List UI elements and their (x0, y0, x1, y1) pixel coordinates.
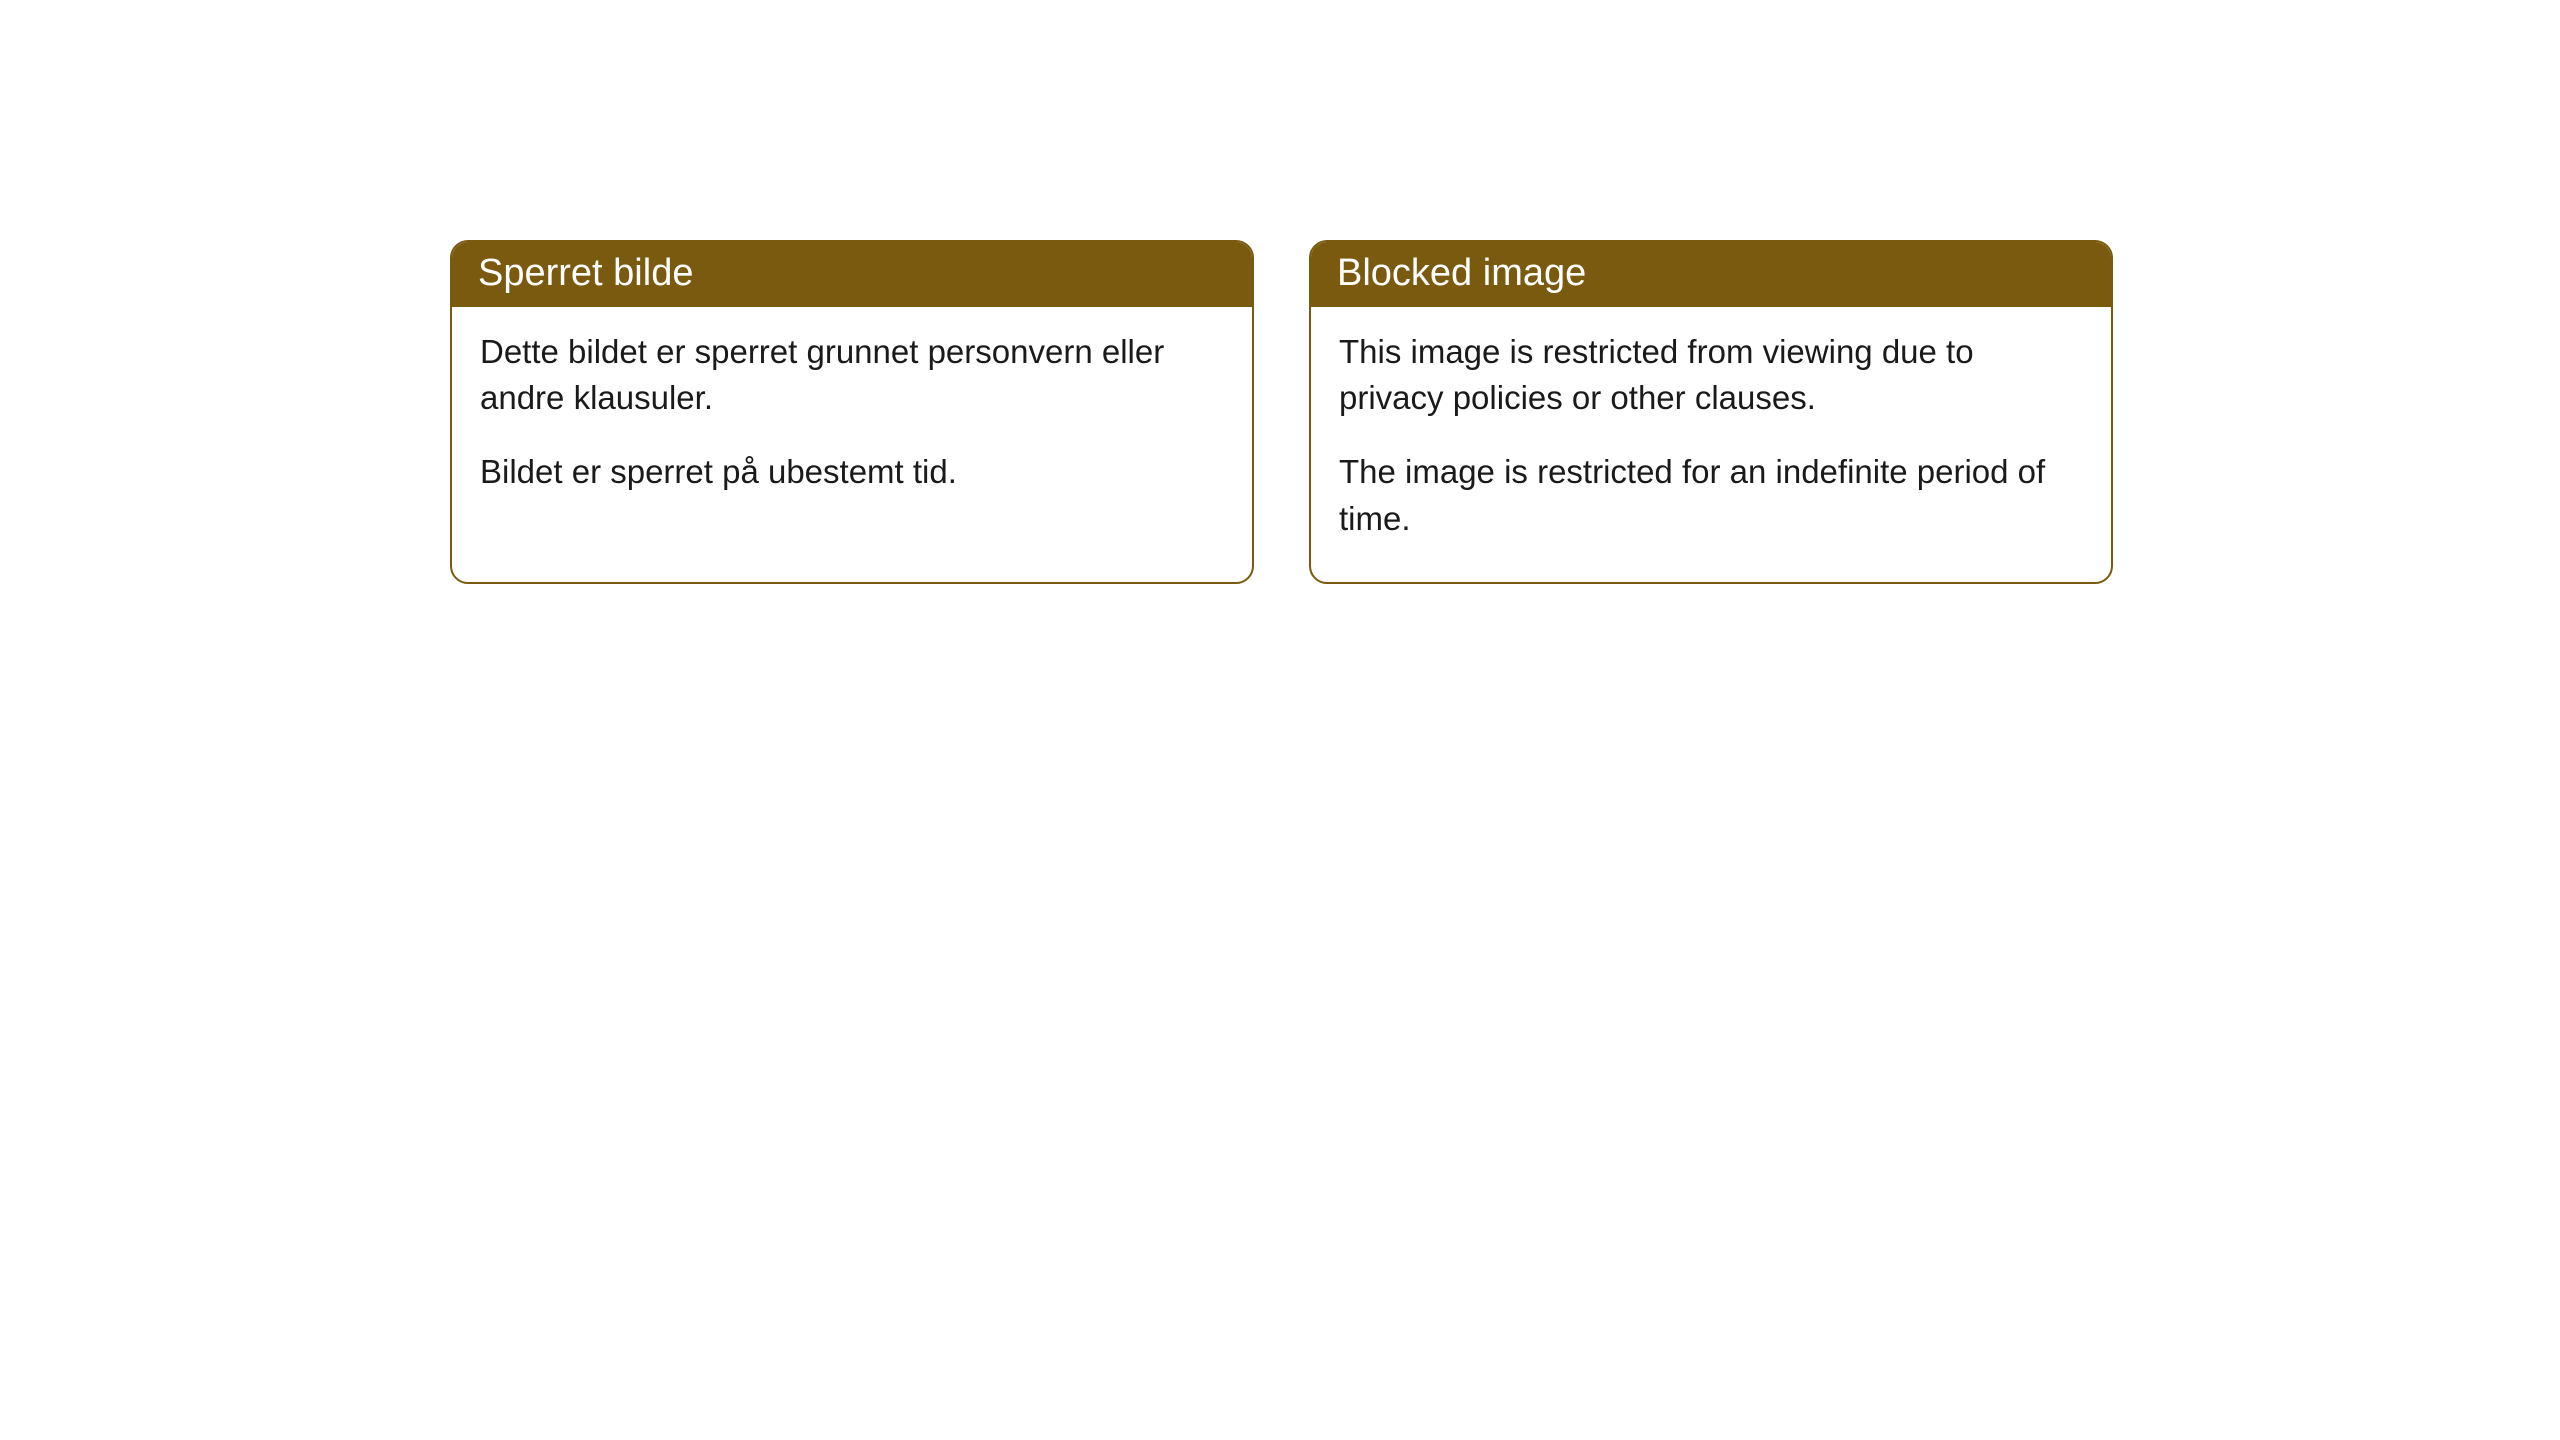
card-body-norwegian: Dette bildet er sperret grunnet personve… (452, 307, 1252, 536)
card-paragraph: This image is restricted from viewing du… (1339, 329, 2083, 421)
card-paragraph: The image is restricted for an indefinit… (1339, 449, 2083, 541)
card-paragraph: Bildet er sperret på ubestemt tid. (480, 449, 1224, 495)
card-body-english: This image is restricted from viewing du… (1311, 307, 2111, 582)
notice-cards-container: Sperret bilde Dette bildet er sperret gr… (450, 240, 2560, 584)
card-paragraph: Dette bildet er sperret grunnet personve… (480, 329, 1224, 421)
card-title-norwegian: Sperret bilde (452, 242, 1252, 307)
blocked-image-card-norwegian: Sperret bilde Dette bildet er sperret gr… (450, 240, 1254, 584)
blocked-image-card-english: Blocked image This image is restricted f… (1309, 240, 2113, 584)
card-title-english: Blocked image (1311, 242, 2111, 307)
